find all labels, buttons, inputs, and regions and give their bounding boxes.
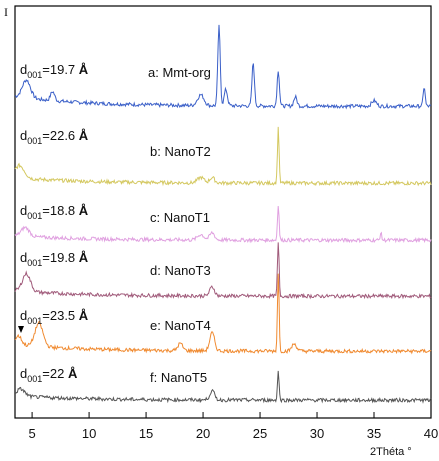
x-tick-label-15: 15 (139, 426, 153, 441)
series-line-6 (14, 370, 432, 404)
series-label-6: f: NanoT5 (150, 370, 207, 385)
x-tick-label-40: 40 (424, 426, 438, 441)
series-label-1: a: Mmt-org (148, 65, 211, 80)
series-line-3 (14, 205, 432, 244)
x-tick-label-35: 35 (367, 426, 381, 441)
series-line-4 (14, 242, 432, 300)
series-label-5: e: NanoT4 (150, 318, 211, 333)
y-axis-label: I (4, 5, 8, 19)
x-axis-label: 2Théta ° (370, 446, 412, 458)
series-group: a: Mmt-org d001=19.7 Å b: NanoT2 d001=22.6 … (14, 24, 432, 404)
series-label-2: b: NanoT2 (150, 144, 211, 159)
d001-annotation-4: d001=19.8 Å (20, 250, 89, 268)
d001-annotation-6: d001=22 Å (20, 366, 78, 384)
series-line-2 (14, 126, 432, 187)
x-tick-label-5: 5 (28, 426, 35, 441)
d001-annotation-3: d001=18.8 Å (20, 203, 89, 221)
series-label-3: c: NanoT1 (150, 210, 210, 225)
x-tick-label-25: 25 (253, 426, 267, 441)
x-tick-label-30: 30 (310, 426, 324, 441)
series-line-1 (14, 24, 432, 110)
d001-annotation-1: d001=19.7 Å (20, 62, 89, 80)
plot-frame (14, 5, 432, 419)
series-label-4: d: NanoT3 (150, 263, 211, 278)
x-tick-label-10: 10 (82, 426, 96, 441)
d001-annotation-5: d001=23.5 Å (20, 308, 89, 326)
x-axis-ticks: 5 10 15 20 25 30 35 40 (28, 412, 438, 441)
x-tick-label-20: 20 (196, 426, 210, 441)
d001-annotation-2: d001=22.6 Å (20, 128, 89, 146)
arrow-marker-nanot4 (18, 326, 24, 333)
series-line-5 (14, 273, 432, 355)
